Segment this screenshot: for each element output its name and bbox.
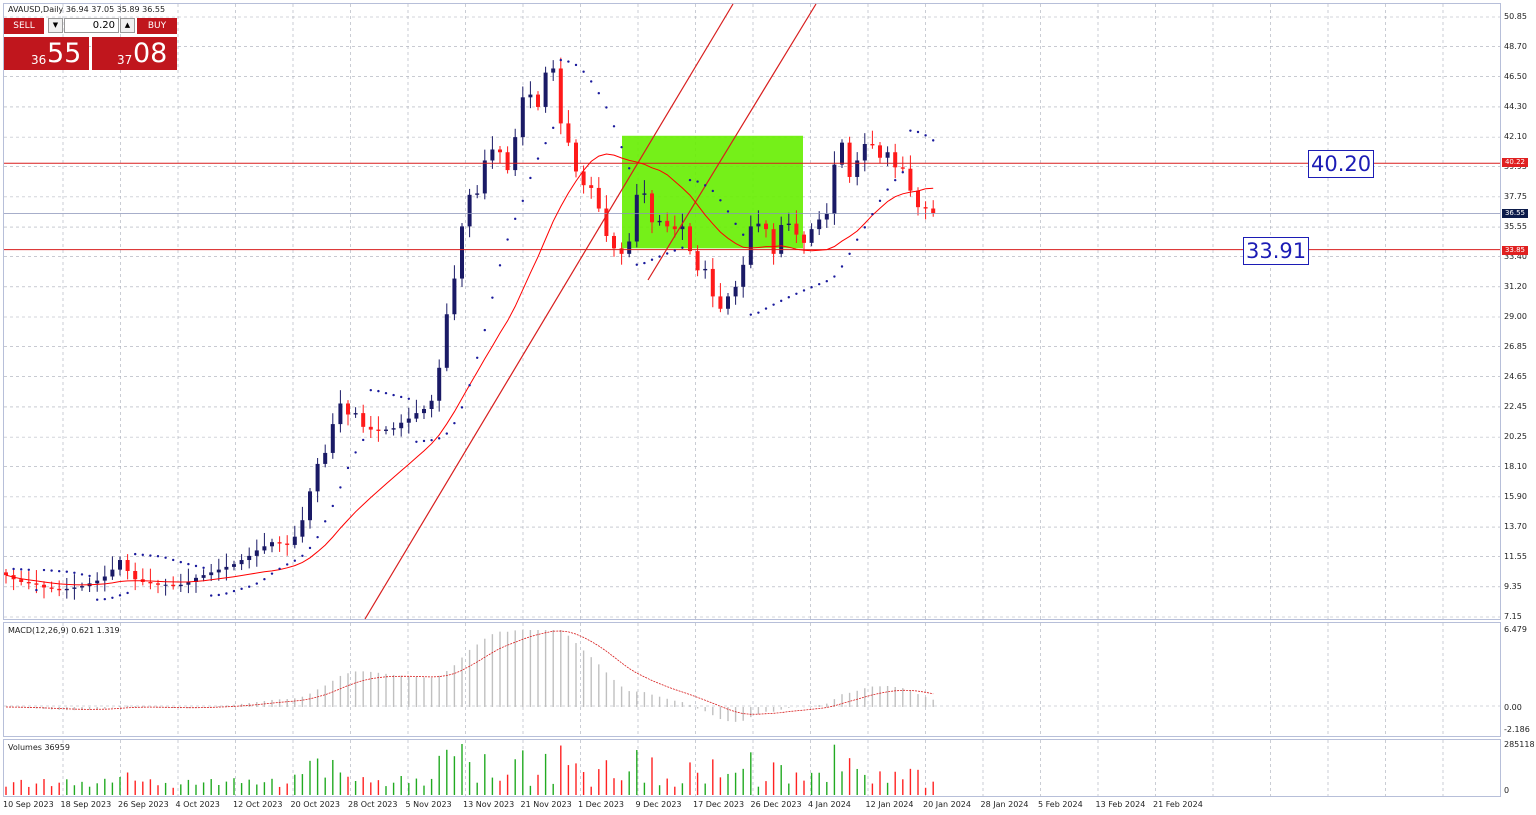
price-axis-label: 50.85 xyxy=(1504,12,1527,21)
date-label: 28 Oct 2023 xyxy=(348,800,398,809)
price-axis-label: 13.70 xyxy=(1504,522,1527,532)
chevron-up-icon: ▲ xyxy=(124,21,131,29)
sell-price-small: 36 xyxy=(31,53,47,67)
macd-axis-zero: 0.00 xyxy=(1504,703,1522,712)
price-axis-label: 42.10 xyxy=(1504,132,1527,142)
price-axis-label: 24.65 xyxy=(1504,371,1527,381)
buy-price-big: 08 xyxy=(133,38,168,69)
buy-button[interactable]: BUY xyxy=(137,18,177,34)
price-axis-label: 9.35 xyxy=(1504,581,1522,591)
price-axis-label: 29.00 xyxy=(1504,312,1527,321)
level-label-upper[interactable]: 40.20 xyxy=(1308,150,1375,178)
date-label: 18 Sep 2023 xyxy=(60,800,112,809)
date-label: 9 Dec 2023 xyxy=(635,800,682,809)
date-label: 12 Jan 2024 xyxy=(865,800,914,809)
macd-axis-top: 6.479 xyxy=(1504,625,1527,634)
date-label: 13 Nov 2023 xyxy=(463,800,515,809)
chevron-down-icon: ▼ xyxy=(52,21,59,29)
price-axis-label: 11.55 xyxy=(1504,551,1527,561)
lot-increase-button[interactable]: ▲ xyxy=(120,18,135,33)
lot-decrease-button[interactable]: ▼ xyxy=(48,18,63,33)
macd-axis-bottom: -2.186 xyxy=(1504,725,1530,734)
price-chart-pane[interactable]: AVAUSD,Daily 36.94 37.05 35.89 36.55 xyxy=(3,3,1501,620)
date-label: 21 Feb 2024 xyxy=(1153,800,1203,809)
volume-pane[interactable]: Volumes 36959 xyxy=(3,739,1501,797)
date-label: 21 Nov 2023 xyxy=(520,800,572,809)
date-label: 26 Dec 2023 xyxy=(750,800,802,809)
date-label: 17 Dec 2023 xyxy=(693,800,745,809)
date-label: 13 Feb 2024 xyxy=(1095,800,1146,809)
sell-price-big: 55 xyxy=(47,38,82,69)
price-axis-label: 48.70 xyxy=(1504,41,1527,51)
price-axis-label: 18.10 xyxy=(1504,461,1527,471)
date-label: 1 Dec 2023 xyxy=(578,800,625,809)
price-axis-label: 46.50 xyxy=(1504,71,1527,81)
level-label-lower[interactable]: 33.91 xyxy=(1243,237,1310,265)
date-label: 4 Oct 2023 xyxy=(175,800,220,809)
volume-axis-top: 285118 xyxy=(1504,740,1535,749)
price-axis-label: 26.85 xyxy=(1504,341,1527,351)
date-label: 5 Nov 2023 xyxy=(405,800,452,809)
lot-size-input[interactable]: 0.20 xyxy=(64,18,119,33)
chart-title: AVAUSD,Daily 36.94 37.05 35.89 36.55 xyxy=(8,5,166,14)
price-axis-label: 22.45 xyxy=(1504,401,1527,411)
volume-axis-bottom: 0 xyxy=(1504,786,1510,795)
sell-price-quote[interactable]: 36 55 xyxy=(4,37,89,70)
date-label: 12 Oct 2023 xyxy=(233,800,283,809)
price-axis-label: 15.90 xyxy=(1504,491,1527,501)
buy-price-small: 37 xyxy=(117,53,133,67)
date-label: 20 Jan 2024 xyxy=(923,800,971,809)
buy-price-quote[interactable]: 37 08 xyxy=(92,37,177,70)
date-label: 28 Jan 2024 xyxy=(980,800,1029,809)
macd-pane[interactable]: MACD(12,26,9) 0.621 1.319 xyxy=(3,622,1501,737)
upper-level-price-tag: 40.22 xyxy=(1502,158,1528,167)
one-click-trading-panel: SELL ▼ 0.20 ▲ BUY 36 55 37 08 xyxy=(4,17,177,70)
date-label: 5 Feb 2024 xyxy=(1038,800,1083,809)
volume-label: Volumes 36959 xyxy=(8,743,70,752)
date-label: 20 Oct 2023 xyxy=(290,800,340,809)
current-price-tag: 36.55 xyxy=(1502,209,1528,218)
price-axis-label: 7.15 xyxy=(1504,612,1522,621)
price-axis-label: 33.40 xyxy=(1504,251,1527,261)
date-label: 26 Sep 2023 xyxy=(118,800,169,809)
sell-button[interactable]: SELL xyxy=(4,18,44,34)
price-axis-label: 35.55 xyxy=(1504,222,1527,232)
date-label: 10 Sep 2023 xyxy=(3,800,54,809)
date-label: 4 Jan 2024 xyxy=(808,800,851,809)
lower-level-price-tag: 33.85 xyxy=(1502,246,1528,255)
macd-label: MACD(12,26,9) 0.621 1.319 xyxy=(8,626,120,635)
price-axis-label: 37.75 xyxy=(1504,191,1527,201)
price-axis-label: 20.25 xyxy=(1504,432,1527,442)
price-axis-label: 44.30 xyxy=(1504,101,1527,111)
price-axis-label: 31.20 xyxy=(1504,281,1527,291)
